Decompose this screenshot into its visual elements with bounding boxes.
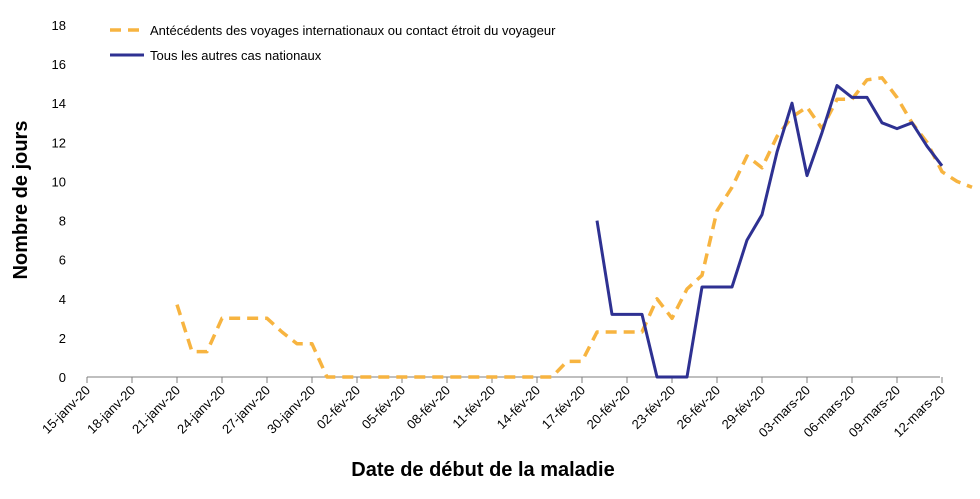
series-line-travel (175, 76, 973, 379)
legend: Antécédents des voyages internationaux o… (110, 23, 556, 63)
x-tick-label: 26-fév-20 (674, 383, 723, 432)
x-tick-label: 15-janv-20 (39, 383, 93, 437)
y-tick-label: 10 (52, 174, 66, 189)
series-line-national (595, 84, 944, 379)
x-tick-label: 18-janv-20 (84, 383, 138, 437)
x-tick-label: 17-fév-20 (539, 383, 588, 432)
x-tick-label: 24-janv-20 (174, 383, 228, 437)
x-tick-label: 08-fév-20 (404, 383, 453, 432)
x-tick-label: 02-fév-20 (314, 383, 363, 432)
y-tick-label: 6 (59, 253, 66, 268)
x-axis-title: Date de début de la maladie (351, 459, 614, 481)
y-tick-label: 14 (52, 96, 66, 111)
x-tick-label: 27-janv-20 (219, 383, 273, 437)
legend-label-national: Tous les autres cas nationaux (150, 48, 322, 63)
legend-item-travel: Antécédents des voyages internationaux o… (110, 23, 556, 38)
x-tick-label: 21-janv-20 (129, 383, 183, 437)
x-tick-label: 14-fév-20 (494, 383, 543, 432)
y-tick-label: 16 (52, 57, 66, 72)
legend-label-travel: Antécédents des voyages internationaux o… (150, 23, 556, 38)
y-tick-label: 0 (59, 370, 66, 385)
series-layer (175, 76, 973, 379)
y-tick-label: 2 (59, 331, 66, 346)
y-tick-label: 4 (59, 292, 66, 307)
x-tick-label: 11-fév-20 (449, 383, 498, 432)
x-tick-label: 30-janv-20 (264, 383, 318, 437)
y-tick-label: 12 (52, 135, 66, 150)
y-tick-label: 8 (59, 214, 66, 229)
y-tick-label: 18 (52, 18, 66, 33)
y-axis: 0 2 4 6 8 10 12 14 16 18 (52, 18, 66, 385)
y-axis-title: Nombre de jours (10, 121, 32, 280)
legend-item-national: Tous les autres cas nationaux (110, 48, 322, 63)
x-tick-label: 23-fév-20 (629, 383, 678, 432)
x-axis: 15-janv-2018-janv-2021-janv-2024-janv-20… (39, 376, 948, 440)
x-tick-label: 05-fév-20 (359, 383, 408, 432)
x-tick-label: 20-fév-20 (584, 383, 633, 432)
